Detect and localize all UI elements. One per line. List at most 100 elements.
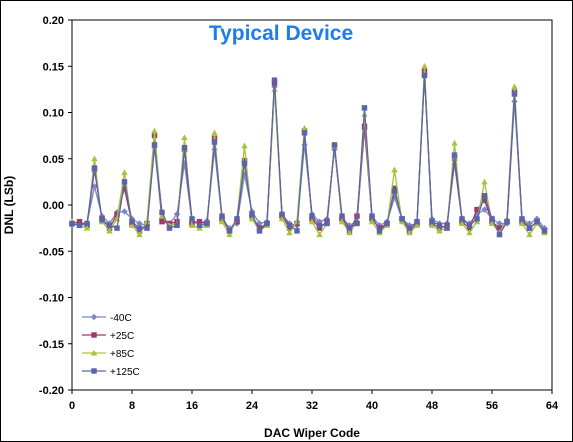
data-point — [106, 227, 113, 234]
y-tick-label: -0.20 — [39, 385, 64, 397]
data-point — [316, 225, 323, 231]
data-point — [488, 220, 496, 227]
data-point — [526, 225, 533, 231]
data-point — [278, 215, 286, 222]
legend-marker — [91, 332, 97, 338]
data-point — [136, 231, 143, 238]
data-point — [316, 222, 323, 229]
data-point — [541, 228, 548, 234]
data-point — [391, 188, 398, 194]
data-point — [511, 83, 518, 90]
data-point — [196, 222, 203, 229]
data-point — [181, 134, 188, 141]
x-tick-label: 16 — [186, 400, 198, 412]
data-point — [368, 218, 376, 225]
data-point — [234, 218, 240, 225]
data-point — [399, 216, 405, 222]
data-point — [121, 169, 128, 176]
data-point — [414, 218, 420, 225]
y-tick-label: 0.05 — [43, 154, 64, 166]
x-tick-label: 48 — [426, 400, 438, 412]
data-point — [534, 218, 540, 225]
data-point — [436, 222, 443, 229]
chart-title: Typical Device — [209, 22, 353, 45]
data-point — [69, 220, 75, 227]
y-tick-label: 0.15 — [43, 61, 64, 73]
data-point — [144, 225, 150, 231]
data-point — [451, 139, 458, 146]
data-point — [151, 142, 158, 148]
data-point — [91, 183, 98, 190]
data-point — [316, 231, 323, 238]
data-point — [241, 157, 248, 164]
data-point — [128, 222, 136, 228]
data-point — [76, 222, 83, 229]
data-point — [166, 225, 173, 231]
x-tick-label: 8 — [129, 400, 135, 412]
data-point — [211, 139, 218, 145]
legend-item: +85C — [82, 349, 134, 360]
data-point — [391, 185, 398, 192]
data-point — [511, 91, 518, 97]
data-point — [354, 220, 360, 227]
data-point — [459, 216, 465, 222]
data-point — [331, 142, 338, 148]
data-point — [159, 209, 165, 216]
data-point — [526, 231, 533, 238]
data-point — [121, 179, 128, 185]
data-point — [391, 166, 398, 173]
data-point — [173, 211, 181, 218]
data-point — [99, 217, 105, 223]
data-point — [301, 130, 308, 136]
legend-marker — [90, 349, 98, 356]
data-point — [481, 193, 488, 199]
data-point — [444, 225, 450, 231]
data-point — [481, 178, 488, 185]
data-point — [121, 208, 128, 215]
data-point — [421, 63, 428, 69]
y-tick-label: 0.00 — [43, 200, 64, 212]
data-point — [241, 160, 248, 167]
data-point — [361, 105, 368, 111]
data-point — [249, 211, 255, 217]
data-point — [481, 206, 488, 213]
legend-label: +125C — [110, 367, 140, 378]
data-point — [421, 72, 428, 79]
data-point — [429, 218, 435, 225]
data-point — [384, 220, 390, 227]
data-point — [218, 218, 226, 225]
data-point — [339, 213, 345, 219]
data-point — [526, 220, 533, 227]
data-point — [451, 152, 458, 158]
y-tick-label: 0.20 — [43, 15, 64, 27]
data-point — [196, 218, 203, 225]
data-point — [308, 218, 316, 225]
legend-marker — [91, 368, 97, 374]
legend-label: -40C — [110, 313, 132, 324]
legend-marker — [90, 313, 98, 321]
data-point — [376, 225, 383, 231]
data-point — [406, 229, 413, 236]
data-point — [121, 185, 128, 192]
data-point — [496, 220, 503, 227]
data-point — [84, 220, 90, 227]
data-point — [301, 141, 308, 149]
data-point — [226, 228, 233, 234]
data-point — [256, 220, 263, 227]
series-layer — [68, 63, 548, 238]
data-point — [106, 222, 113, 229]
data-point — [406, 225, 413, 231]
data-point — [256, 228, 263, 234]
series-+125C — [69, 72, 548, 238]
data-point — [504, 218, 510, 225]
data-point — [211, 129, 218, 136]
data-point — [473, 211, 481, 218]
data-point — [174, 222, 180, 229]
data-point — [151, 127, 158, 134]
data-point — [76, 218, 83, 225]
data-point — [474, 216, 480, 222]
data-point — [248, 215, 256, 222]
data-point — [466, 229, 473, 236]
data-point — [428, 222, 436, 228]
x-tick-label: 40 — [366, 400, 378, 412]
